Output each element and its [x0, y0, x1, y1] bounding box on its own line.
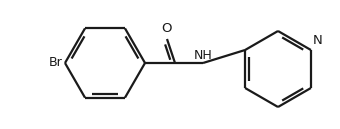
Text: Br: Br	[49, 57, 63, 70]
Text: NH: NH	[193, 49, 212, 62]
Text: O: O	[161, 22, 171, 35]
Text: N: N	[313, 34, 323, 47]
